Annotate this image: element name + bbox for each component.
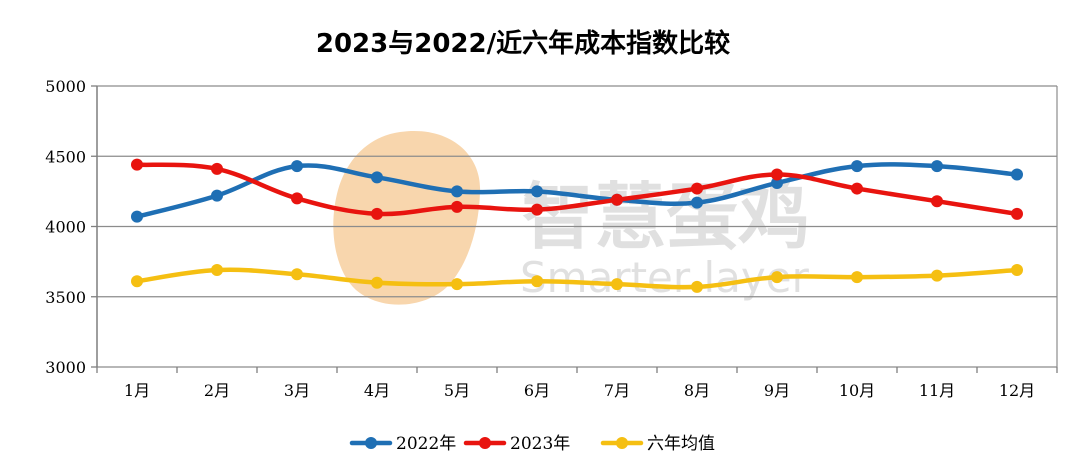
data-point [211, 189, 223, 202]
x-tick-label: 3月 [284, 381, 310, 400]
x-tick-label: 12月 [999, 381, 1035, 400]
data-point [291, 160, 303, 173]
legend-label: 2023年 [510, 434, 570, 454]
data-point [131, 158, 143, 171]
x-tick-label: 6月 [524, 381, 550, 400]
x-tick-label: 5月 [444, 381, 470, 400]
watermark: 智慧蛋鸡 Smarter layer [333, 130, 810, 305]
legend-label: 2022年 [396, 434, 456, 454]
data-point [531, 203, 543, 216]
data-point [851, 182, 863, 195]
data-point [211, 162, 223, 175]
grid-lines [97, 85, 1057, 368]
data-point [291, 268, 303, 281]
x-tick-label: 9月 [764, 381, 790, 400]
data-point [931, 269, 943, 282]
data-point [451, 200, 463, 213]
data-point [611, 278, 623, 291]
x-tick-label: 10月 [839, 381, 875, 400]
y-tick-label: 3500 [45, 288, 86, 307]
data-point [771, 176, 783, 189]
x-tick-label: 7月 [604, 381, 630, 400]
legend: 2022年 2023年 六年均值 [349, 434, 715, 454]
series-3 [131, 264, 1023, 293]
y-tick-label: 5000 [45, 77, 86, 96]
data-point [851, 271, 863, 284]
data-point [531, 185, 543, 198]
data-point [531, 275, 543, 288]
data-point [1011, 264, 1023, 277]
x-tick-label: 2月 [204, 381, 230, 400]
data-point [131, 275, 143, 288]
data-point [371, 276, 383, 289]
y-tick-label: 4500 [45, 147, 86, 166]
series-group [131, 158, 1023, 293]
data-point [291, 192, 303, 205]
legend-item: 2023年 [463, 434, 570, 454]
x-tick-label: 4月 [364, 381, 390, 400]
series-2 [131, 158, 1023, 220]
data-point [611, 193, 623, 206]
data-point [691, 280, 703, 293]
legend-item: 2022年 [349, 434, 456, 454]
legend-label: 六年均值 [647, 434, 715, 454]
y-tick-label: 3000 [45, 358, 86, 377]
x-tick-label: 8月 [684, 381, 710, 400]
data-point [371, 207, 383, 220]
data-point [691, 196, 703, 209]
data-point [931, 195, 943, 208]
y-tick-label: 4000 [45, 218, 86, 237]
data-point [131, 210, 143, 223]
data-point [1011, 168, 1023, 181]
y-axis-ticks: 3000 3500 4000 4500 5000 [45, 77, 86, 377]
data-point [851, 160, 863, 173]
legend-item: 六年均值 [600, 434, 715, 454]
legend-swatch-marker [616, 437, 628, 449]
legend-swatch-marker [479, 437, 491, 449]
axes [91, 85, 1058, 373]
data-point [211, 264, 223, 277]
x-tick-label: 11月 [919, 381, 955, 400]
data-point [771, 271, 783, 284]
data-point [691, 182, 703, 195]
x-tick-label: 1月 [124, 381, 150, 400]
data-point [771, 168, 783, 181]
data-point [1011, 207, 1023, 220]
data-point [931, 160, 943, 173]
x-axis-ticks: 1月 2月 3月 4月 5月 6月 7月 8月 9月 10月 11月 12月 [124, 381, 1035, 400]
data-point [451, 278, 463, 291]
data-point [371, 171, 383, 184]
data-point [451, 185, 463, 198]
chart-title: 2023与2022/近六年成本指数比较 [316, 28, 730, 59]
legend-swatch-marker [365, 437, 377, 449]
